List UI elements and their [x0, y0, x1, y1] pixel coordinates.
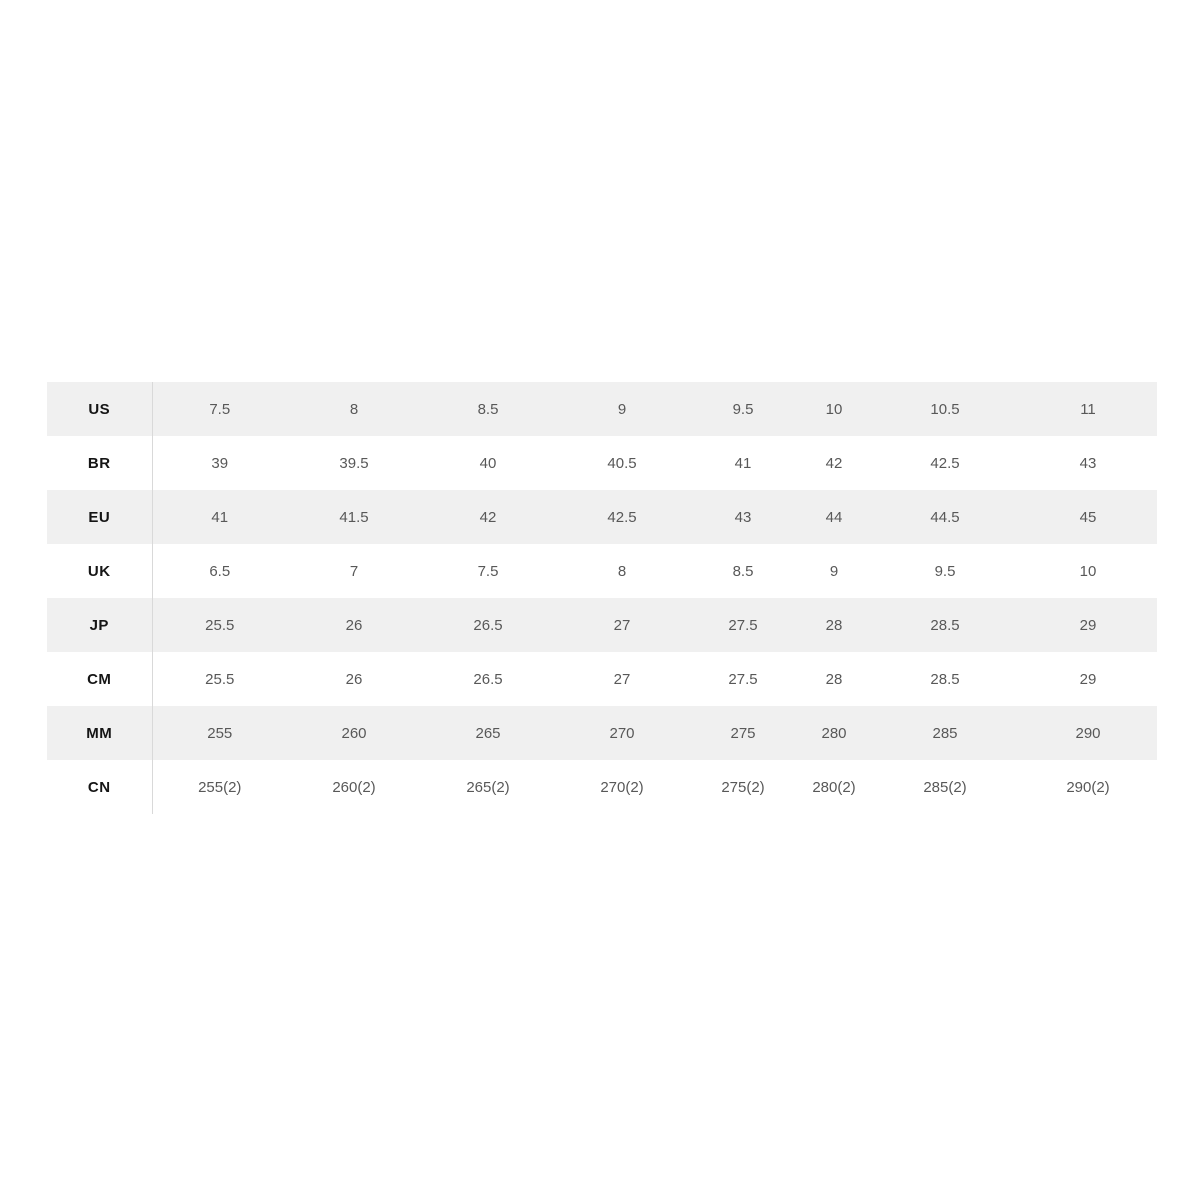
- table-row-cm: CM 25.5 26 26.5 27 27.5 28 28.5 29: [47, 652, 1157, 706]
- size-cell: 8: [617, 562, 627, 580]
- size-conversion-table: US 7.5 8 8.5 9 9.5 10 10.5 11 BR 39 39.5…: [47, 382, 1158, 814]
- size-cell: 290: [1075, 724, 1101, 742]
- row-label-jp: JP: [47, 598, 153, 652]
- size-cell: 9: [829, 562, 839, 580]
- size-cell: 27: [613, 670, 631, 688]
- size-cell: 260(2): [332, 778, 376, 796]
- size-cell: 27.5: [728, 670, 758, 688]
- size-cell: 42.5: [930, 454, 960, 472]
- size-cell: 27: [613, 616, 631, 634]
- table-row-us: US 7.5 8 8.5 9 9.5 10 10.5 11: [47, 382, 1157, 436]
- size-cell: 43: [1079, 454, 1097, 472]
- size-cell: 25.5: [205, 670, 235, 688]
- size-cell: 25.5: [205, 616, 235, 634]
- size-cell: 29: [1079, 670, 1097, 688]
- row-label-cm: CM: [47, 652, 153, 706]
- size-cell: 42.5: [607, 508, 637, 526]
- size-cell: 290(2): [1066, 778, 1110, 796]
- size-cell: 10: [825, 400, 843, 418]
- table-row-br: BR 39 39.5 40 40.5 41 42 42.5 43: [47, 436, 1157, 490]
- size-cell: 43: [734, 508, 752, 526]
- size-cell: 26.5: [473, 670, 503, 688]
- size-cell: 39.5: [339, 454, 369, 472]
- size-cell: 41: [734, 454, 752, 472]
- size-cell: 275(2): [721, 778, 765, 796]
- size-cell: 40.5: [607, 454, 637, 472]
- table-row-uk: UK 6.5 7 7.5 8 8.5 9 9.5 10: [47, 544, 1157, 598]
- row-label-mm: MM: [47, 706, 153, 760]
- size-cell: 285: [932, 724, 958, 742]
- size-cell: 255: [207, 724, 233, 742]
- size-cell: 26.5: [473, 616, 503, 634]
- size-cell: 265: [475, 724, 501, 742]
- size-cell: 260: [341, 724, 367, 742]
- size-cell: 44: [825, 508, 843, 526]
- row-label-uk: UK: [47, 544, 153, 598]
- size-cell: 255(2): [198, 778, 242, 796]
- size-cell: 7.5: [209, 400, 231, 418]
- size-cell: 265(2): [466, 778, 510, 796]
- size-cell: 275: [730, 724, 756, 742]
- size-cell: 9.5: [934, 562, 956, 580]
- size-cell: 27.5: [728, 616, 758, 634]
- size-cell: 280(2): [812, 778, 856, 796]
- size-cell: 28: [825, 670, 843, 688]
- size-cell: 8.5: [732, 562, 754, 580]
- size-cell: 10: [1079, 562, 1097, 580]
- size-cell: 285(2): [923, 778, 967, 796]
- size-cell: 26: [345, 616, 363, 634]
- size-cell: 8: [349, 400, 359, 418]
- size-cell: 28: [825, 616, 843, 634]
- size-cell: 9: [617, 400, 627, 418]
- size-cell: 280: [821, 724, 847, 742]
- size-cell: 41: [211, 508, 229, 526]
- row-label-cn: CN: [47, 760, 153, 814]
- table-row-eu: EU 41 41.5 42 42.5 43 44 44.5 45: [47, 490, 1157, 544]
- size-cell: 8.5: [477, 400, 499, 418]
- size-cell: 40: [479, 454, 497, 472]
- size-cell: 42: [479, 508, 497, 526]
- size-cell: 9.5: [732, 400, 754, 418]
- row-label-us: US: [47, 382, 153, 436]
- size-cell: 6.5: [209, 562, 231, 580]
- size-cell: 45: [1079, 508, 1097, 526]
- table-row-jp: JP 25.5 26 26.5 27 27.5 28 28.5 29: [47, 598, 1157, 652]
- size-cell: 28.5: [930, 616, 960, 634]
- size-cell: 7: [349, 562, 359, 580]
- size-cell: 10.5: [930, 400, 960, 418]
- size-cell: 26: [345, 670, 363, 688]
- size-cell: 28.5: [930, 670, 960, 688]
- size-cell: 39: [211, 454, 229, 472]
- table-row-mm: MM 255 260 265 270 275 280 285 290: [47, 706, 1157, 760]
- size-cell: 270: [609, 724, 635, 742]
- row-label-eu: EU: [47, 490, 153, 544]
- size-cell: 270(2): [600, 778, 644, 796]
- size-cell: 29: [1079, 616, 1097, 634]
- size-cell: 41.5: [339, 508, 369, 526]
- size-cell: 44.5: [930, 508, 960, 526]
- size-cell: 7.5: [477, 562, 499, 580]
- size-cell: 11: [1080, 400, 1096, 418]
- table-row-cn: CN 255(2) 260(2) 265(2) 270(2) 275(2) 28…: [47, 760, 1157, 814]
- size-cell: 42: [825, 454, 843, 472]
- row-label-br: BR: [47, 436, 153, 490]
